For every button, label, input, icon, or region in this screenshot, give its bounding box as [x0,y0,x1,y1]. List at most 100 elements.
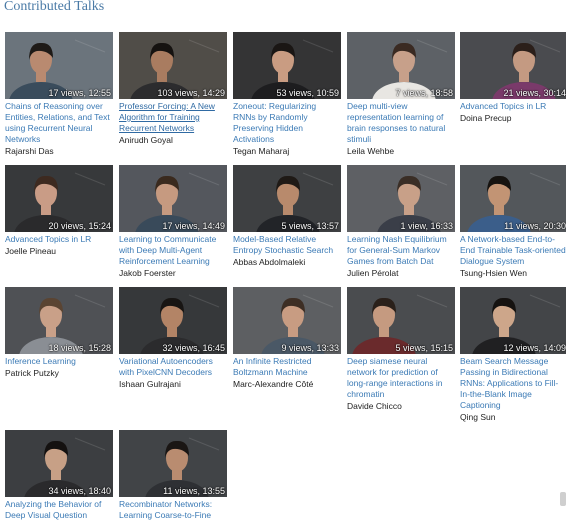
video-thumbnail[interactable]: 18 views, 15:28 [5,287,113,354]
video-thumbnail[interactable]: 17 views, 12:55 [5,32,113,99]
talk-title-link[interactable]: Analyzing the Behavior of Deep Visual Qu… [5,499,102,520]
talk-card: 34 views, 18:40 Analyzing the Behavior of… [5,430,113,521]
view-count-duration: 17 views, 12:55 [48,88,111,98]
talk-title-link[interactable]: Learning to Communicate with Deep Multi-… [119,234,217,266]
speaker-photo [119,430,227,497]
speaker-name: Davide Chicco [347,401,402,411]
view-count-duration: 18 views, 15:28 [48,343,111,353]
view-count-duration: 1 view, 16:33 [400,221,453,231]
talk-card: 32 views, 16:45 Variational Autoencoders … [119,287,227,390]
speaker-photo [5,287,113,354]
talk-title-link[interactable]: Variational Autoencoders with PixelCNN D… [119,356,213,377]
talk-card: 20 views, 15:24 Advanced Topics in LR Joel… [5,165,113,257]
view-count-duration: 103 views, 14:29 [157,88,225,98]
talk-title-link[interactable]: Model-Based Relative Entropy Stochastic … [233,234,334,255]
view-count-duration: 34 views, 18:40 [48,486,111,496]
talk-title-link[interactable]: Inference Learning [5,356,76,366]
video-thumbnail[interactable]: 11 views, 13:55 [119,430,227,497]
video-thumbnail[interactable]: 32 views, 16:45 [119,287,227,354]
speaker-name: Leila Wehbe [347,146,395,156]
talk-title-link[interactable]: Zoneout: Regularizing RNNs by Randomly P… [233,101,317,144]
speaker-photo [460,32,566,99]
talk-card: 11 views, 13:55 Recombinator Networks: Le… [119,430,227,521]
talk-card: 21 views, 30:14 Advanced Topics in LR Doin… [460,32,566,124]
video-thumbnail[interactable]: 20 views, 15:24 [5,165,113,232]
talk-card: 5 views, 13:57 Model-Based Relative Entro… [233,165,341,268]
view-count-duration: 12 views, 14:09 [503,343,566,353]
video-thumbnail[interactable]: 17 views, 14:49 [119,165,227,232]
talk-title-link[interactable]: Recombinator Networks: Learning Coarse-t… [119,499,213,520]
talk-card: 103 views, 14:29 Professor Forcing: A New… [119,32,227,146]
speaker-photo [5,32,113,99]
speaker-name: Tsung-Hsien Wen [460,268,527,278]
talk-title-link[interactable]: Professor Forcing: A New Algorithm for T… [119,101,215,133]
speaker-photo [347,287,455,354]
video-thumbnail[interactable]: 5 views, 13:57 [233,165,341,232]
view-count-duration: 32 views, 16:45 [162,343,225,353]
talk-title-link[interactable]: Beam Search Message Passing in Bidirecti… [460,356,559,410]
view-count-duration: 5 views, 15:15 [395,343,453,353]
speaker-photo [233,287,341,354]
talk-title-link[interactable]: A Network-based End-to-End Trainable Tas… [460,234,566,266]
talk-card: 12 views, 14:09 Beam Search Message Passi… [460,287,566,423]
view-count-duration: 20 views, 15:24 [48,221,111,231]
speaker-photo [5,430,113,497]
talk-card: 9 views, 13:33 An Infinite Restricted Bol… [233,287,341,390]
speaker-name: Qing Sun [460,412,496,422]
scrollbar-thumb[interactable] [560,492,566,506]
talk-title-link[interactable]: Advanced Topics in LR [460,101,547,111]
video-thumbnail[interactable]: 7 views, 18:58 [347,32,455,99]
speaker-name: Abbas Abdolmaleki [233,257,306,267]
video-thumbnail[interactable]: 5 views, 15:15 [347,287,455,354]
video-thumbnail[interactable]: 12 views, 14:09 [460,287,566,354]
speaker-name: Patrick Putzky [5,368,59,378]
video-thumbnail[interactable]: 53 views, 10:59 [233,32,341,99]
speaker-name: Rajarshi Das [5,146,54,156]
view-count-duration: 7 views, 18:58 [395,88,453,98]
talk-title-link[interactable]: Deep multi-view representation learning … [347,101,446,144]
view-count-duration: 5 views, 13:57 [281,221,339,231]
video-thumbnail[interactable]: 103 views, 14:29 [119,32,227,99]
speaker-photo [119,32,227,99]
speaker-photo [119,165,227,232]
view-count-duration: 17 views, 14:49 [162,221,225,231]
talk-title-link[interactable]: Learning Nash Equilibrium for General-Su… [347,234,447,266]
speaker-name: Julien Pérolat [347,268,399,278]
talk-card: 11 views, 20:30 A Network-based End-to-En… [460,165,566,279]
speaker-name: Tegan Maharaj [233,146,290,156]
video-thumbnail[interactable]: 21 views, 30:14 [460,32,566,99]
speaker-photo [233,165,341,232]
talk-card: 53 views, 10:59 Zoneout: Regularizing RNN… [233,32,341,157]
speaker-name: Ishaan Gulrajani [119,379,181,389]
talk-card: 5 views, 15:15 Deep siamese neural networ… [347,287,455,412]
speaker-name: Marc-Alexandre Côté [233,379,314,389]
view-count-duration: 53 views, 10:59 [276,88,339,98]
video-thumbnail[interactable]: 1 view, 16:33 [347,165,455,232]
section-title: Contributed Talks [4,0,105,14]
video-thumbnail[interactable]: 34 views, 18:40 [5,430,113,497]
view-count-duration: 21 views, 30:14 [503,88,566,98]
talk-title-link[interactable]: Deep siamese neural network for predicti… [347,356,443,399]
talk-card: 17 views, 12:55 Chains of Reasoning over … [5,32,113,157]
view-count-duration: 9 views, 13:33 [281,343,339,353]
video-thumbnail[interactable]: 9 views, 13:33 [233,287,341,354]
speaker-name: Joelle Pineau [5,246,57,256]
speaker-name: Doina Precup [460,113,512,123]
talk-card: 1 view, 16:33 Learning Nash Equilibrium f… [347,165,455,279]
view-count-duration: 11 views, 13:55 [163,486,225,496]
video-thumbnail[interactable]: 11 views, 20:30 [460,165,566,232]
speaker-name: Anirudh Goyal [119,135,173,145]
speaker-photo [5,165,113,232]
talk-title-link[interactable]: Chains of Reasoning over Entities, Relat… [5,101,110,144]
talk-card: 7 views, 18:58 Deep multi-view representa… [347,32,455,157]
speaker-photo [460,165,566,232]
speaker-photo [460,287,566,354]
speaker-photo [233,32,341,99]
talk-title-link[interactable]: Advanced Topics in LR [5,234,92,244]
speaker-photo [347,165,455,232]
speaker-name: Jakob Foerster [119,268,176,278]
speaker-photo [119,287,227,354]
talk-card: 18 views, 15:28 Inference Learning Patrick… [5,287,113,379]
talk-card: 17 views, 14:49 Learning to Communicate w… [119,165,227,279]
talk-title-link[interactable]: An Infinite Restricted Boltzmann Machine [233,356,312,377]
